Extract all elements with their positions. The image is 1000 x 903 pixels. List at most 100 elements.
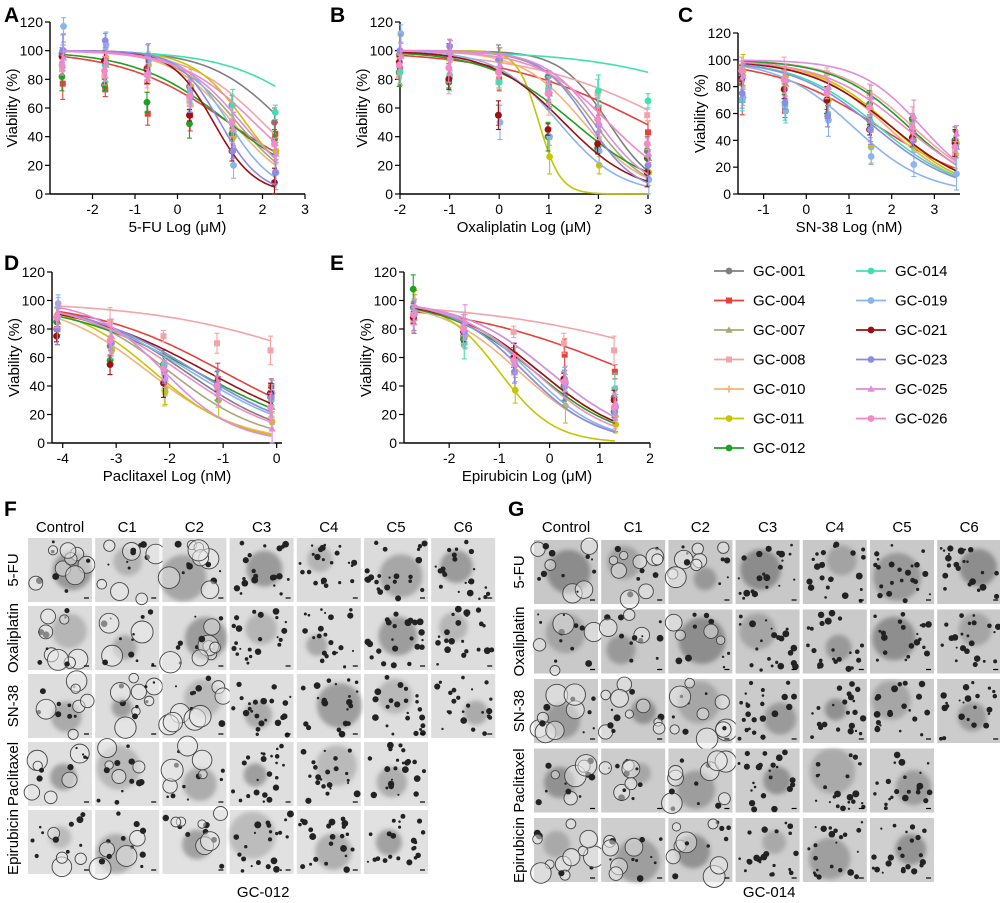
organoid-dot <box>231 645 237 652</box>
image-shading <box>763 766 792 795</box>
organoid-dot <box>482 624 486 628</box>
image-shading <box>958 612 992 646</box>
organoid-dot <box>809 626 814 631</box>
organoid-dot <box>174 685 178 688</box>
organoid-dot <box>255 726 261 732</box>
organoid-dot <box>262 792 268 798</box>
legend-label: GC-025 <box>895 381 948 398</box>
organoid-dot <box>941 704 948 712</box>
organoid-dot <box>842 832 848 837</box>
organoid-dot <box>239 592 243 595</box>
organoid-dot <box>609 858 612 861</box>
organoid-dot <box>811 648 817 654</box>
organoid-dot <box>302 628 308 634</box>
organoid-dot <box>393 611 399 617</box>
organoid-dot <box>749 663 754 668</box>
organoid-image <box>364 674 428 738</box>
data-point <box>644 161 652 169</box>
x-tick-label: -1 <box>443 201 456 217</box>
organoid-dot <box>38 825 42 829</box>
organoid-dot <box>856 827 862 833</box>
organoid-dot <box>874 695 880 701</box>
organoid-dot <box>254 821 262 829</box>
fit-curve <box>57 305 272 342</box>
organoid-dot <box>848 722 855 729</box>
organoid-blob <box>669 724 680 735</box>
organoid-blob <box>667 765 684 781</box>
organoid-dot <box>788 869 792 872</box>
organoid-grid-f: Control C1 C2 C3 C4 C5 C6 5-FU Oxaliplatin SN-38 P… <box>5 519 496 901</box>
organoid-dot <box>561 573 565 578</box>
organoid-dot <box>384 617 390 623</box>
organoid-dot <box>64 608 70 614</box>
legend-marker <box>867 267 875 275</box>
organoid-dot <box>753 785 757 789</box>
data-point <box>397 30 405 37</box>
organoid-dot <box>151 663 155 666</box>
organoid-image <box>802 540 867 604</box>
image-background <box>431 606 496 670</box>
organoid-dot <box>305 797 312 804</box>
organoid-dot <box>246 794 251 799</box>
organoid-dot <box>486 708 493 715</box>
organoid-dot <box>413 840 418 845</box>
y-tick-label: 60 <box>715 106 731 122</box>
series-gc-026 <box>58 50 278 151</box>
series-gc-010 <box>396 48 652 182</box>
organoid-dot <box>765 545 772 552</box>
data-point <box>953 170 960 178</box>
organoid-dot <box>962 559 966 564</box>
panel-letter-e: E <box>330 252 344 275</box>
organoid-dot <box>751 806 758 813</box>
organoid-blob <box>43 790 58 805</box>
organoid-dot <box>813 873 818 877</box>
organoid-dot <box>64 589 69 593</box>
organoid-dot <box>926 761 930 765</box>
organoid-dot <box>350 579 355 584</box>
organoid-dot <box>245 755 251 760</box>
organoid-dot <box>456 695 461 700</box>
data-point <box>409 311 417 319</box>
organoid-dot <box>887 854 894 861</box>
organoid-blob <box>160 758 184 782</box>
data-point <box>101 37 109 45</box>
organoid-dot <box>817 724 824 731</box>
organoid-dot <box>994 623 1000 630</box>
organoid-dot <box>972 614 976 617</box>
organoid-dot <box>407 661 412 667</box>
organoid-dot <box>790 644 798 652</box>
data-point <box>952 129 961 137</box>
organoid-dot <box>910 564 914 568</box>
data-point <box>951 143 959 151</box>
organoid-dot <box>390 833 397 839</box>
x-tick-label: 3 <box>301 201 309 217</box>
organoid-image <box>364 538 428 602</box>
image-shading <box>111 697 132 718</box>
organoid-dot <box>434 683 441 690</box>
organoid-dot <box>345 832 350 837</box>
organoid-dot <box>328 614 334 621</box>
series-gc-023 <box>396 34 652 184</box>
organoid-dot <box>181 571 185 575</box>
y-tick-label: 40 <box>715 132 731 148</box>
x-tick-label: -1 <box>757 201 770 217</box>
organoid-image <box>735 679 800 743</box>
legend-marker <box>726 297 732 304</box>
data-point <box>782 107 790 115</box>
organoid-dot <box>777 662 785 670</box>
organoid-dot <box>943 587 947 591</box>
image-shading <box>764 702 797 735</box>
y-tick-label: 100 <box>708 52 732 68</box>
organoid-dot <box>860 801 864 805</box>
organoid-dot <box>913 579 919 585</box>
organoid-dot <box>465 613 469 617</box>
image-shading <box>316 682 363 729</box>
organoid-dot <box>824 617 832 625</box>
data-point <box>823 89 831 97</box>
organoid-dot <box>333 766 339 772</box>
organoid-dot <box>629 688 636 695</box>
organoid-dot <box>382 858 388 864</box>
organoid-dot <box>375 856 381 862</box>
organoid-dot <box>967 621 972 626</box>
fit-curve <box>413 305 616 418</box>
